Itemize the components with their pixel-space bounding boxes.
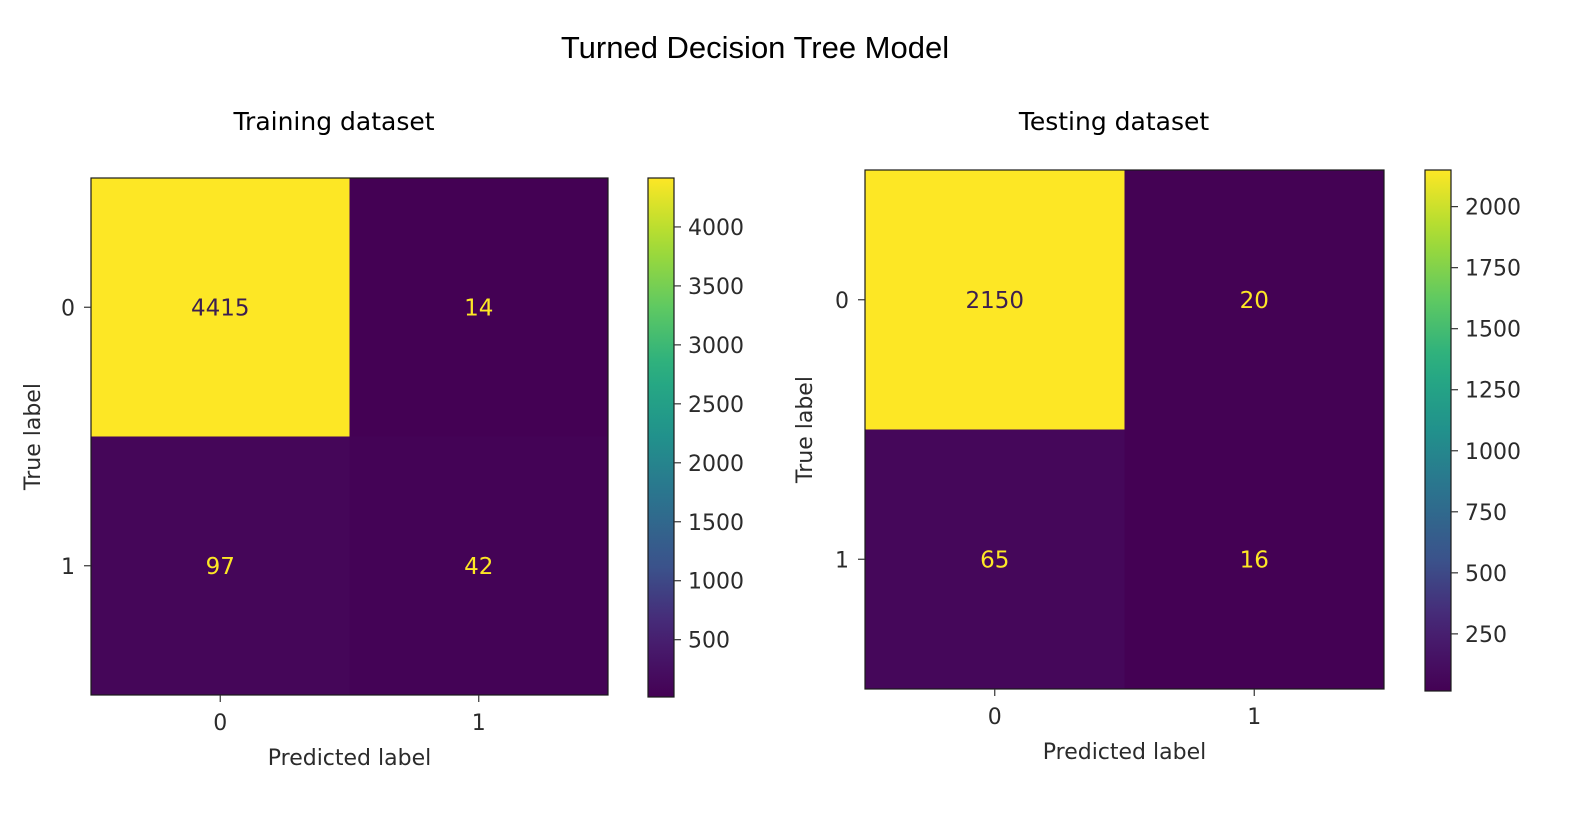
- chart2-ylabel: True label: [793, 376, 818, 484]
- chart1-cell-1-1: [349, 436, 608, 695]
- chart2-colorbar-tick-label-5: 1500: [1465, 318, 1521, 343]
- chart2-colorbar-tick-label-4: 1250: [1465, 379, 1521, 404]
- chart2-cell-label-0-1: 20: [1240, 288, 1269, 314]
- chart2-cell-1-0: [865, 429, 1125, 689]
- chart1-colorbar-tick-label-2: 1500: [688, 511, 744, 536]
- chart2-cell-0-1: [1124, 170, 1384, 430]
- chart1-cell-label-0-1: 14: [464, 295, 493, 321]
- chart2-colorbar-tick-label-0: 250: [1465, 623, 1507, 648]
- chart1-cell-0-0: [91, 178, 350, 437]
- chart1-cell-label-1-0: 97: [206, 554, 235, 580]
- chart1-cell-1-0: [91, 436, 350, 695]
- figure-title: Turned Decision Tree Model: [560, 30, 950, 65]
- chart2-colorbar: [1424, 169, 1452, 692]
- chart1-xtick-label-1: 1: [472, 711, 486, 736]
- chart1-colorbar: [647, 177, 675, 698]
- chart2-colorbar-tick-label-2: 750: [1465, 501, 1507, 526]
- chart2-ytick-label-1: 1: [835, 548, 849, 573]
- chart2-cell-0-0: [865, 170, 1125, 430]
- chart2-xtick-label-1: 1: [1247, 705, 1261, 730]
- chart1-ytick-label-0: 0: [61, 296, 75, 321]
- chart1-ytick-label-1: 1: [61, 555, 75, 580]
- chart2-colorbar-tick-label-6: 1750: [1465, 257, 1521, 282]
- chart2-cell-label-0-0: 2150: [965, 288, 1024, 314]
- chart2-colorbar-tick-label-3: 1000: [1465, 440, 1521, 465]
- chart1-title: Training dataset: [232, 107, 434, 136]
- chart2-cell-1-1: [1124, 429, 1384, 689]
- chart2-colorbar-tick-label-7: 2000: [1465, 196, 1521, 221]
- chart2-ytick-label-0: 0: [835, 289, 849, 314]
- chart2-xlabel: Predicted label: [1043, 740, 1206, 765]
- chart1-colorbar-tick-label-1: 1000: [688, 570, 744, 595]
- chart1-cell-0-1: [349, 178, 608, 437]
- chart2-title: Testing dataset: [1018, 107, 1210, 136]
- chart1-colorbar-tick-label-7: 4000: [688, 216, 744, 241]
- chart1-xtick-label-0: 0: [213, 711, 227, 736]
- chart1-xlabel: Predicted label: [268, 746, 431, 771]
- chart1-ylabel: True label: [21, 383, 46, 491]
- chart2-cell-label-1-0: 65: [980, 547, 1009, 573]
- chart1-colorbar-tick-label-0: 500: [688, 629, 730, 654]
- chart2-xtick-label-0: 0: [988, 705, 1002, 730]
- chart1-cell-label-0-0: 4415: [191, 295, 250, 321]
- chart1-colorbar-tick-label-4: 2500: [688, 393, 744, 418]
- chart2-frame: [864, 169, 1385, 690]
- chart1-frame: [90, 177, 609, 696]
- chart1-colorbar-tick-label-5: 3000: [688, 334, 744, 359]
- chart1-colorbar-tick-label-6: 3500: [688, 275, 744, 300]
- chart1-cell-label-1-1: 42: [464, 554, 493, 580]
- chart2-cell-label-1-1: 16: [1240, 547, 1269, 573]
- chart2-colorbar-tick-label-1: 500: [1465, 562, 1507, 587]
- chart1-colorbar-tick-label-3: 2000: [688, 452, 744, 477]
